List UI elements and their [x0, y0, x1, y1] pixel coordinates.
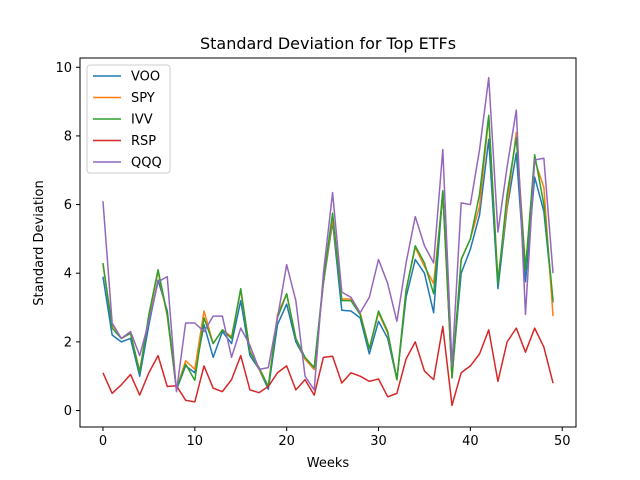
y-axis-title: Standard Deviation — [32, 180, 47, 305]
plot-frame — [79, 57, 577, 428]
y-tick-label: 6 — [64, 198, 72, 213]
legend-box — [86, 64, 171, 174]
x-axis-title: Weeks — [307, 456, 350, 471]
legend-label-rsp: RSP — [131, 134, 156, 149]
x-tick-label: 50 — [554, 434, 571, 449]
y-tick-label: 4 — [64, 267, 72, 282]
y-tick-label: 10 — [55, 61, 72, 76]
x-tick-label: 40 — [462, 434, 479, 449]
x-tick-label: 0 — [99, 434, 107, 449]
x-tick-label: 10 — [187, 434, 204, 449]
x-tick-label: 20 — [278, 434, 295, 449]
legend: VOO SPY IVV RSP QQQ — [86, 64, 171, 174]
legend-label-voo: VOO — [131, 70, 160, 85]
legend-label-ivv: IVV — [131, 113, 153, 128]
series-layer — [102, 76, 554, 407]
legend-entries: VOO SPY IVV RSP QQQ — [93, 70, 162, 171]
series-line-rsp — [102, 325, 554, 407]
y-tick-label: 8 — [64, 129, 72, 144]
axis-layer: 0 10 20 30 40 50 0 2 4 6 8 10 — [55, 61, 570, 449]
y-tick-label: 2 — [64, 335, 72, 350]
chart-title: Standard Deviation for Top ETFs — [200, 34, 456, 53]
series-line-qqq — [102, 76, 554, 393]
legend-label-qqq: QQQ — [131, 156, 162, 171]
y-tick-label: 0 — [64, 404, 72, 419]
legend-label-spy: SPY — [131, 91, 155, 106]
x-tick-label: 30 — [370, 434, 387, 449]
